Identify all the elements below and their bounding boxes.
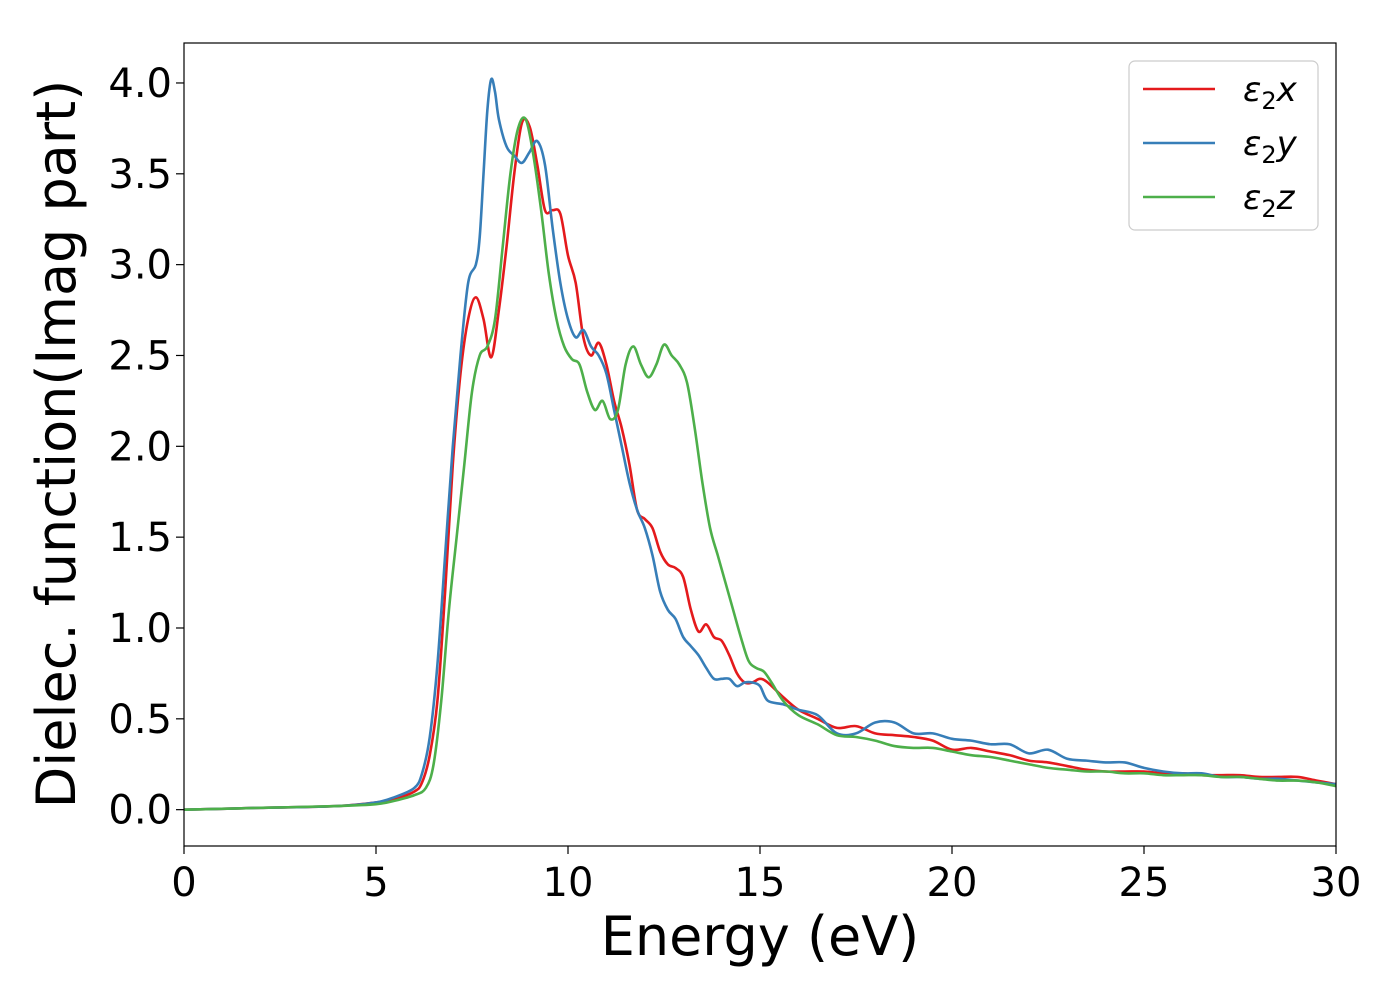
x-tick-label: 20 [927, 860, 978, 906]
x-tick-label: 30 [1311, 860, 1362, 906]
series-line-z [184, 116, 1336, 811]
x-axis-title: Energy (eV) [601, 905, 920, 968]
x-tick-label: 15 [735, 860, 786, 906]
legend-label-z: ε2z [1243, 178, 1296, 223]
x-tick-label: 0 [171, 860, 196, 906]
x-tick-label: 5 [363, 860, 388, 906]
y-axis-ticks: 0.0 0.5 1.0 1.5 2.0 2.5 3.0 3.5 4.0 [108, 61, 184, 834]
series-line-x [184, 117, 1336, 811]
y-axis-title: Dielec. function(Imag part) [25, 80, 88, 809]
y-tick-label: 3.0 [108, 243, 172, 289]
y-tick-label: 1.5 [108, 515, 172, 561]
y-tick-label: 2.5 [108, 333, 172, 379]
legend-box [1128, 60, 1319, 231]
y-tick-label: 0.0 [108, 788, 172, 834]
x-tick-label: 25 [1119, 860, 1170, 906]
x-axis-ticks: 0 5 10 15 20 25 30 [171, 846, 1361, 906]
y-tick-label: 1.0 [108, 606, 172, 652]
y-tick-label: 3.5 [108, 152, 172, 198]
series-layer [184, 77, 1336, 811]
legend-label-y: ε2y [1243, 124, 1298, 169]
y-tick-label: 0.5 [108, 697, 172, 743]
y-tick-label: 2.0 [108, 424, 172, 470]
legend: ε2x ε2y ε2z [1128, 60, 1319, 231]
series-line-y [184, 77, 1336, 811]
y-tick-label: 4.0 [108, 61, 172, 107]
legend-label-x: ε2x [1243, 70, 1298, 115]
x-tick-label: 10 [543, 860, 594, 906]
